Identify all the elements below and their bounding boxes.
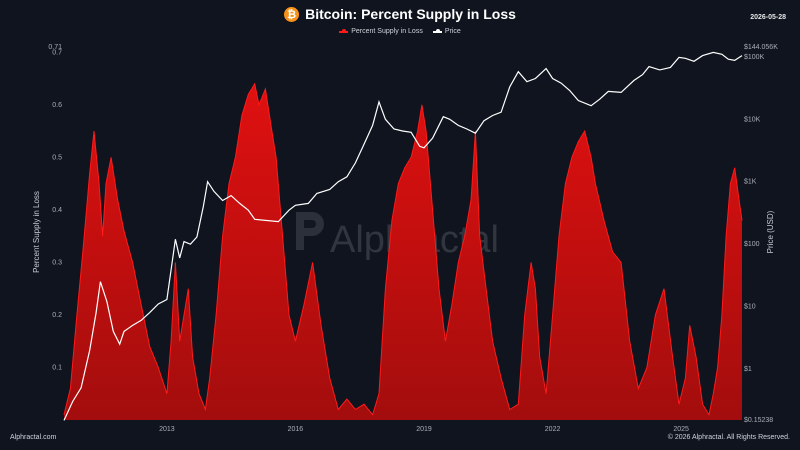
footer-site[interactable]: Alphractal.com bbox=[10, 434, 57, 441]
legend-item-price[interactable]: Price bbox=[432, 28, 461, 35]
y-tick-label: 0.4 bbox=[52, 207, 62, 214]
title-row: ₿ Bitcoin: Percent Supply in Loss bbox=[0, 6, 800, 22]
y2-tick-label: $100 bbox=[744, 241, 760, 248]
bitcoin-icon: ₿ bbox=[284, 6, 300, 22]
supply-loss-series bbox=[63, 82, 743, 421]
legend-swatch-supply-loss bbox=[339, 29, 349, 33]
legend-item-supply-loss[interactable]: Percent Supply in Loss bbox=[339, 28, 423, 35]
date-label: 2026-05-28 bbox=[750, 14, 786, 21]
supply-loss-area bbox=[64, 83, 742, 421]
y2-tick-label: $1 bbox=[744, 366, 752, 373]
y-tick-label: 0.71 bbox=[48, 44, 62, 51]
y2-tick-label: $10 bbox=[744, 304, 756, 311]
y2-axis-title: Price (USD) bbox=[766, 210, 775, 253]
price-line bbox=[63, 51, 743, 421]
y2-tick-label: $0.15238 bbox=[744, 417, 773, 424]
x-tick-label: 2016 bbox=[288, 426, 304, 433]
legend-label-price: Price bbox=[444, 28, 461, 35]
y-tick-label: 0.5 bbox=[52, 154, 62, 161]
x-tick-label: 2022 bbox=[545, 426, 561, 433]
y2-tick-label: $1K bbox=[744, 179, 757, 186]
y2-tick-label: $144.056K bbox=[744, 44, 778, 51]
y2-tick-label: $100K bbox=[744, 54, 765, 61]
price-series bbox=[63, 51, 743, 421]
y-tick-label: 0.1 bbox=[52, 364, 62, 371]
y-tick-label: 0.6 bbox=[52, 102, 62, 109]
chart-title: Bitcoin: Percent Supply in Loss bbox=[305, 6, 516, 22]
footer-copyright: © 2026 Alphractal. All Rights Reserved. bbox=[667, 434, 790, 441]
y-axis-title: Percent Supply in Loss bbox=[32, 191, 41, 273]
x-axis: 2013 2016 2019 2022 2025 bbox=[159, 426, 689, 433]
x-tick-label: 2013 bbox=[159, 426, 175, 433]
y-tick-label: 0.7 bbox=[52, 49, 62, 56]
legend: Percent Supply in Loss Price bbox=[0, 28, 800, 35]
y-tick-label: 0.3 bbox=[52, 259, 62, 266]
x-tick-label: 2019 bbox=[416, 426, 432, 433]
x-tick-label: 2025 bbox=[673, 426, 689, 433]
watermark-logo-icon bbox=[296, 212, 324, 250]
legend-swatch-price bbox=[432, 29, 442, 33]
legend-label-supply-loss: Percent Supply in Loss bbox=[351, 28, 423, 35]
right-axis: $0.15238 $1 $10 $100 $1K $10K $100K $144.056K bbox=[744, 44, 778, 424]
supply-loss-line bbox=[63, 82, 743, 417]
y-tick-label: 0.2 bbox=[52, 312, 62, 319]
left-axis: 0.1 0.2 0.3 0.4 0.5 0.6 0.70.71 bbox=[48, 44, 62, 371]
y2-tick-label: $10K bbox=[744, 116, 761, 123]
